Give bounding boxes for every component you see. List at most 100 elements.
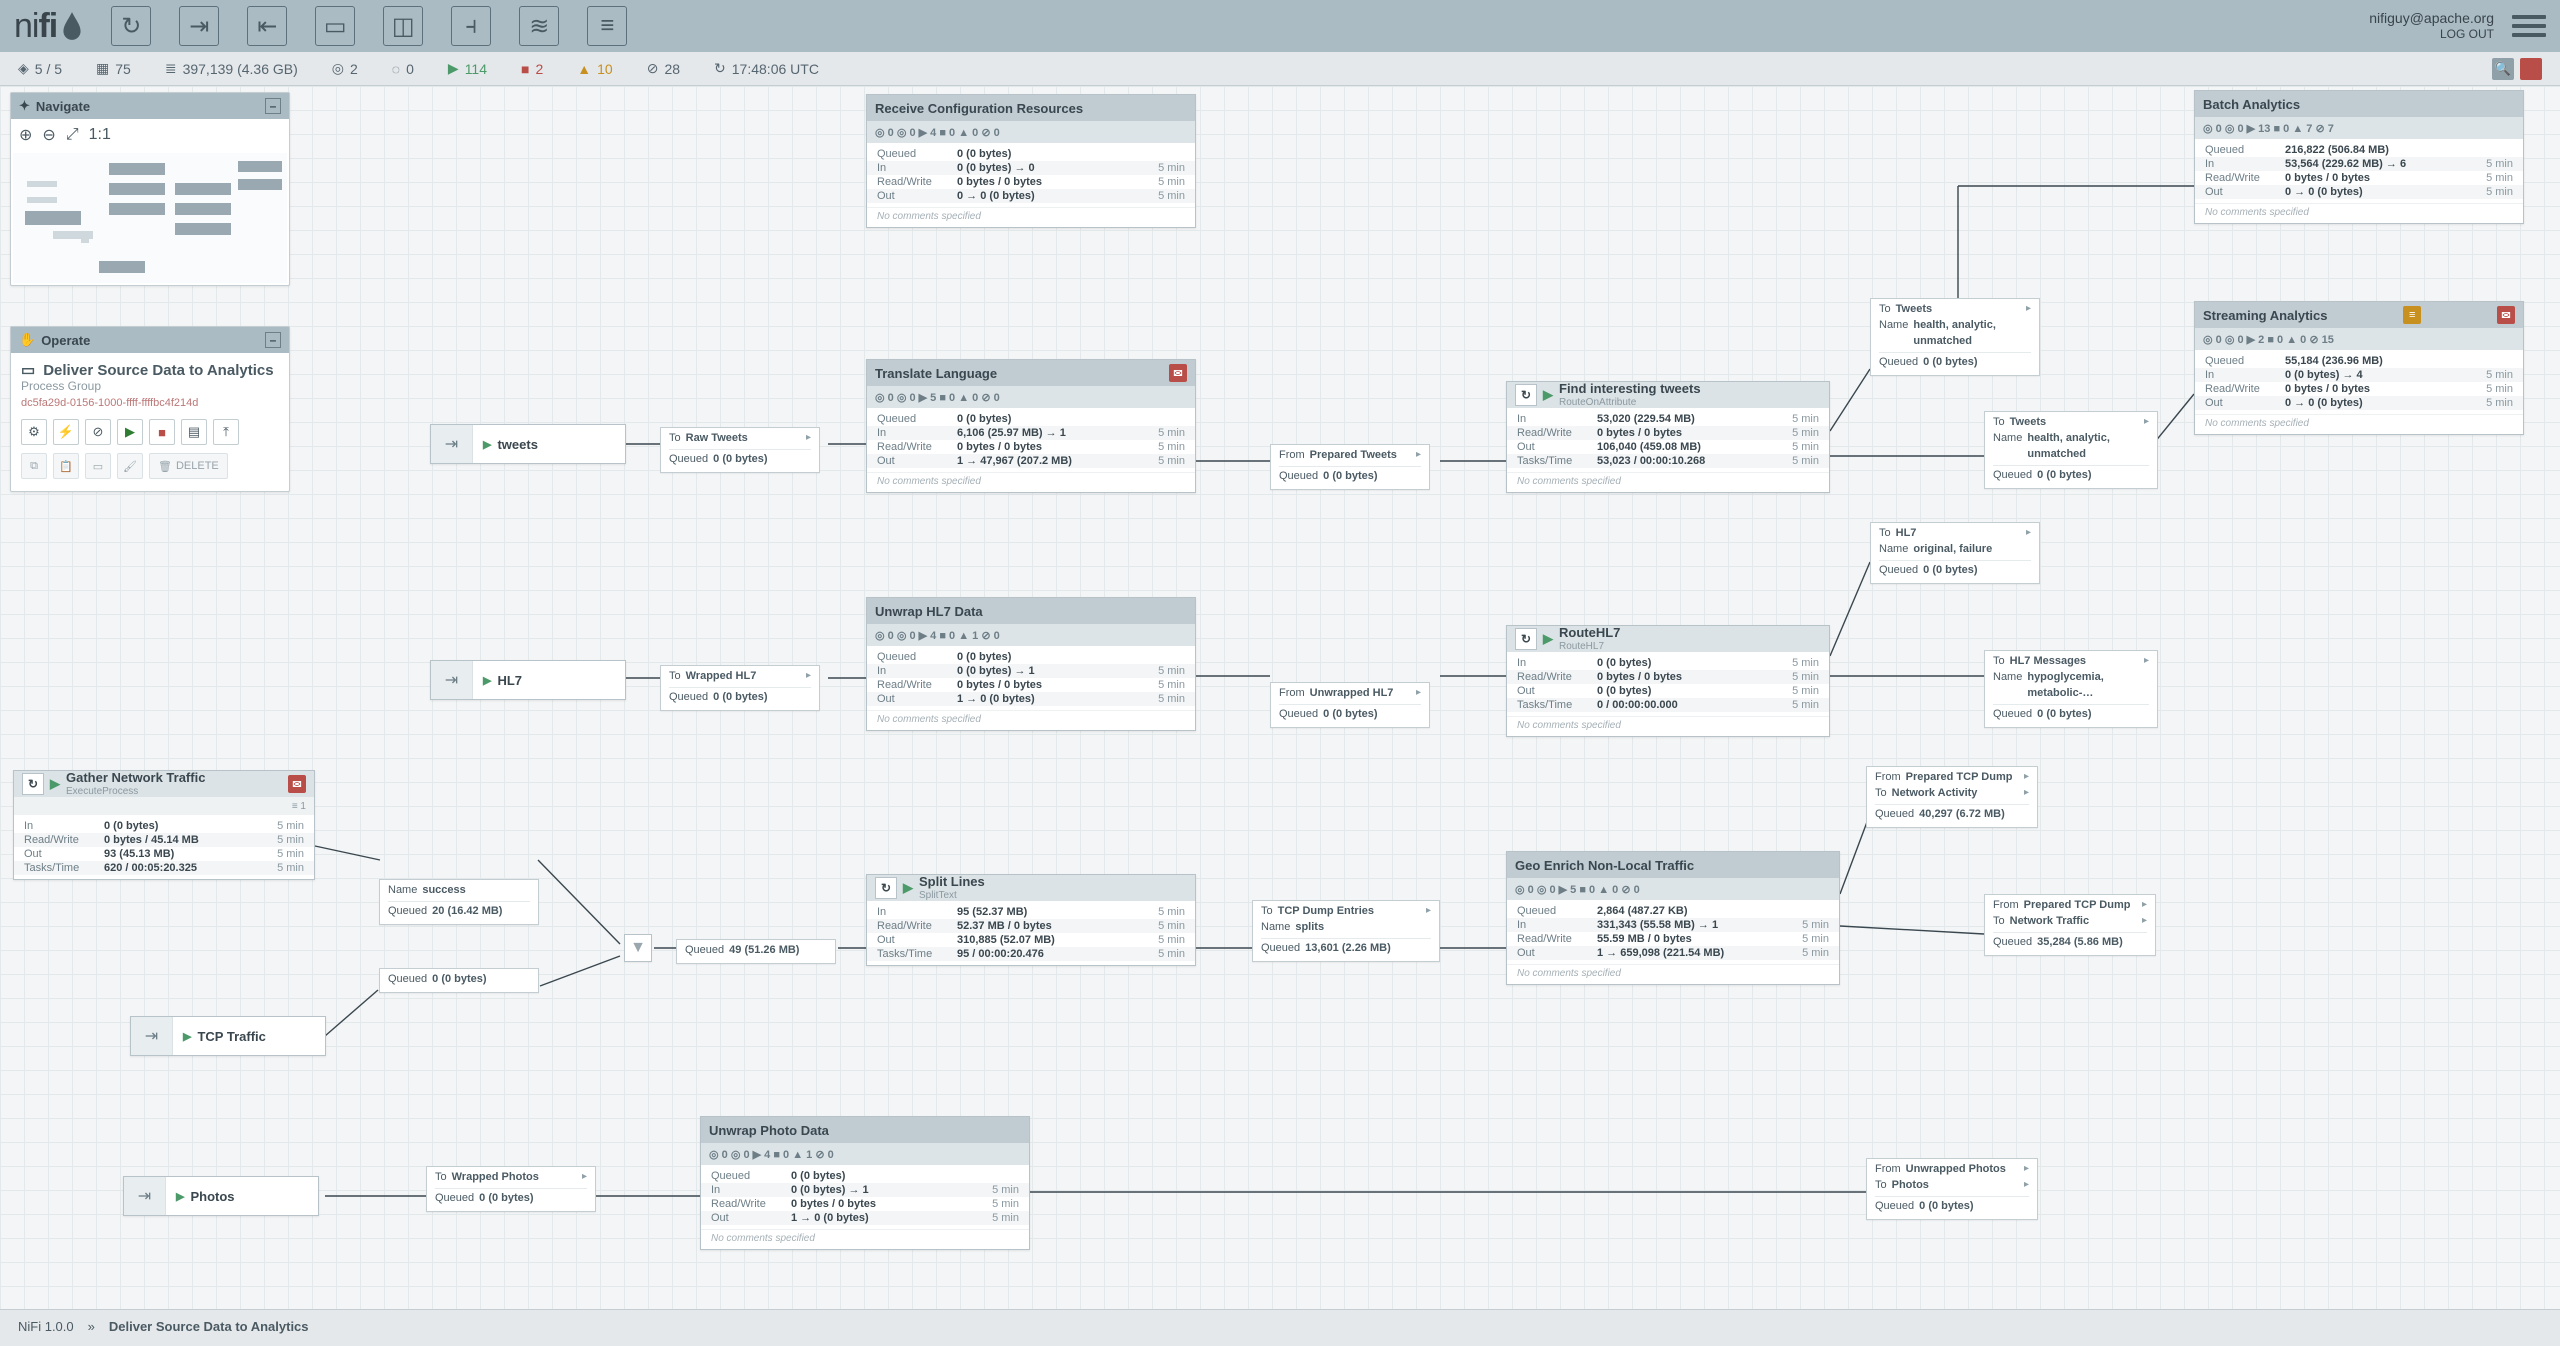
add-input-port-button[interactable]: ⇥ (179, 6, 219, 46)
chevron-right-icon: » (88, 1319, 95, 1334)
queue-tcp-entries[interactable]: To TCP Dump Entries▸ Name splits Queued … (1252, 900, 1440, 962)
group-unwrap-hl7[interactable]: Unwrap HL7 Data ◎ 0 ◎ 0 ▶ 4 ■ 0 ▲ 1 ⊘ 0 … (866, 597, 1196, 731)
collapse-icon[interactable]: – (265, 98, 281, 114)
group-unwrap-photo[interactable]: Unwrap Photo Data ◎ 0 ◎ 0 ▶ 4 ■ 0 ▲ 1 ⊘ … (700, 1116, 1030, 1250)
group-streaming-analytics[interactable]: Streaming Analytics≡✉ ◎ 0 ◎ 0 ▶ 2 ■ 0 ▲ … (2194, 301, 2524, 435)
group-geo-enrich[interactable]: Geo Enrich Non-Local Traffic ◎ 0 ◎ 0 ▶ 5… (1506, 851, 1840, 985)
thread-icon: ≡ 1 (292, 801, 306, 812)
stat-groups: ◈ 5 / 5 (18, 60, 62, 77)
add-group-button[interactable]: ▭ (315, 6, 355, 46)
compass-icon: ✦ (19, 98, 30, 114)
port-tweets[interactable]: ⇥▶tweets (430, 424, 626, 464)
queue-tcp-dump-2[interactable]: From Prepared TCP Dump▸ To Network Activ… (1866, 766, 2038, 828)
node-footer: No comments specified (1507, 472, 1829, 492)
add-funnel-button[interactable]: ⫞ (451, 6, 491, 46)
group-icon: ▭ (21, 361, 35, 379)
stat-processors: ▦ 75 (96, 60, 131, 77)
queue-wrapped-photos[interactable]: To Wrapped Photos▸ Queued 0 (0 bytes) (426, 1166, 596, 1212)
flow-canvas[interactable]: ✦ Navigate – ⊕ ⊖ ⤢ 1:1 ✋Operate– ▭Deliver … (0, 86, 2560, 1309)
operate-uuid: dc5fa29d-0156-1000-ffff-ffffbc4f214d (21, 397, 279, 409)
node-footer: No comments specified (867, 207, 1195, 227)
warning-icon: ≡ (2403, 306, 2421, 324)
processor-split-lines[interactable]: ↻▶ Split Lines SplitText In95 (52.37 MB)… (866, 874, 1196, 966)
queue-success[interactable]: Name success Queued 20 (16.42 MB) (379, 879, 539, 925)
add-output-port-button[interactable]: ⇤ (247, 6, 287, 46)
zoom-fit-icon[interactable]: ⤢ (66, 126, 79, 144)
node-title: Geo Enrich Non-Local Traffic (1515, 858, 1694, 873)
birdseye-map[interactable] (13, 153, 287, 283)
zoom-out-icon[interactable]: ⊖ (42, 125, 55, 145)
port-tcp[interactable]: ⇥▶TCP Traffic (130, 1016, 326, 1056)
queue-hl7[interactable]: To HL7▸ Name original, failure Queued 0 … (1870, 522, 2040, 584)
navigate-title: Navigate (36, 99, 90, 114)
queue-tweets-2[interactable]: To Tweets▸ Name health, analytic, unmatc… (1984, 411, 2158, 489)
add-label-button[interactable]: ≡ (587, 6, 627, 46)
queue-wrapped-hl7[interactable]: To Wrapped HL7▸ Queued 0 (0 bytes) (660, 665, 820, 711)
bulletin-icon: ✉ (288, 775, 306, 793)
queue-funnel-out[interactable]: Queued 49 (51.26 MB) (676, 939, 836, 964)
add-processor-button[interactable]: ↻ (111, 6, 151, 46)
input-port-icon: ⇥ (431, 425, 473, 463)
add-remote-group-button[interactable]: ◫ (383, 6, 423, 46)
main-toolbar: nifi ↻ ⇥ ⇤ ▭ ◫ ⫞ ≋ ≡ nifiguy@apache.org … (0, 0, 2560, 52)
search-icon[interactable]: 🔍 (2492, 58, 2514, 80)
zoom-in-icon[interactable]: ⊕ (19, 125, 32, 145)
port-hl7[interactable]: ⇥▶HL7 (430, 660, 626, 700)
stat-queued: ≣ 397,139 (4.36 GB) (165, 60, 298, 77)
logout-link[interactable]: LOG OUT (2440, 27, 2494, 42)
disable-button[interactable]: ⊘ (85, 419, 111, 445)
hamburger-menu-icon[interactable] (2512, 15, 2546, 37)
group-receive-config[interactable]: Receive Configuration Resources ◎ 0 ◎ 0 … (866, 94, 1196, 228)
current-user: nifiguy@apache.org (2369, 10, 2494, 28)
queue-raw-tweets[interactable]: To Raw Tweets▸ Queued 0 (0 bytes) (660, 427, 820, 473)
queue-tcp-empty[interactable]: Queued 0 (0 bytes) (379, 968, 539, 993)
stop-button[interactable]: ■ (149, 419, 175, 445)
group-translate-language[interactable]: Translate Language✉ ◎ 0 ◎ 0 ▶ 5 ■ 0 ▲ 0 … (866, 359, 1196, 493)
input-port-icon: ⇥ (124, 1177, 166, 1215)
group-batch-analytics[interactable]: Batch Analytics ◎ 0 ◎ 0 ▶ 13 ■ 0 ▲ 7 ⊘ 7… (2194, 90, 2524, 224)
node-status-icons: ◎ 0 ◎ 0 ▶ 4 ■ 0 ▲ 0 ⊘ 0 (867, 121, 1195, 143)
node-footer: No comments specified (2195, 203, 2523, 223)
processor-icon: ↻ (1515, 628, 1537, 650)
breadcrumb-root[interactable]: NiFi 1.0.0 (18, 1319, 74, 1334)
stat-running: ▶ 114 (448, 60, 487, 77)
queue-tcp-dump-3[interactable]: From Prepared TCP Dump▸ To Network Traff… (1984, 894, 2156, 956)
enable-button[interactable]: ⚡ (53, 419, 79, 445)
copy-button[interactable]: ⧉ (21, 453, 47, 479)
port-photos[interactable]: ⇥▶Photos (123, 1176, 319, 1216)
funnel[interactable]: ▼ (624, 934, 652, 962)
delete-button[interactable]: 🗑 DELETE (149, 453, 228, 479)
queue-unwrapped-photos[interactable]: From Unwrapped Photos▸ To Photos▸ Queued… (1866, 1158, 2038, 1220)
start-button[interactable]: ▶ (117, 419, 143, 445)
node-title: Translate Language (875, 366, 997, 381)
processor-icon: ↻ (875, 877, 897, 899)
processor-route-hl7[interactable]: ↻▶ RouteHL7 RouteHL7 In0 (0 bytes)5 min … (1506, 625, 1830, 737)
stat-remote-inactive: ◌ 0 (392, 61, 414, 77)
zoom-actual-icon[interactable]: 1:1 (89, 126, 111, 144)
operate-panel: ✋Operate– ▭Deliver Source Data to Analyt… (10, 326, 290, 492)
color-button[interactable]: 🖌 (117, 453, 143, 479)
breadcrumb: NiFi 1.0.0 » Deliver Source Data to Anal… (0, 1309, 2560, 1343)
queue-tweets-1[interactable]: To Tweets▸ Name health, analytic, unmatc… (1870, 298, 2040, 376)
configure-button[interactable]: ⚙ (21, 419, 47, 445)
processor-find-tweets[interactable]: ↻▶ Find interesting tweets RouteOnAttrib… (1506, 381, 1830, 493)
queue-hl7-messages[interactable]: To HL7 Messages▸ Name hypoglycemia, meta… (1984, 650, 2158, 728)
paste-button[interactable]: 📋 (53, 453, 79, 479)
node-type: SplitText (919, 890, 985, 901)
bulletin-icon[interactable]: ✉ (2520, 58, 2542, 80)
processor-icon: ↻ (1515, 384, 1537, 406)
node-title: Find interesting tweets (1559, 382, 1701, 396)
node-footer: No comments specified (701, 1229, 1029, 1249)
input-port-icon: ⇥ (431, 661, 473, 699)
group-button[interactable]: ▭ (85, 453, 111, 479)
upload-button[interactable]: ⤒ (213, 419, 239, 445)
add-template-button[interactable]: ≋ (519, 6, 559, 46)
node-title: RouteHL7 (1559, 626, 1620, 640)
template-button[interactable]: ▤ (181, 419, 207, 445)
collapse-icon[interactable]: – (265, 332, 281, 348)
node-footer: No comments specified (2195, 414, 2523, 434)
processor-gather-network[interactable]: ↻▶ Gather Network Traffic ExecuteProcess… (13, 770, 315, 880)
queue-prepared-tweets[interactable]: From Prepared Tweets▸ Queued 0 (0 bytes) (1270, 444, 1430, 490)
queue-unwrapped-hl7[interactable]: From Unwrapped HL7▸ Queued 0 (0 bytes) (1270, 682, 1430, 728)
stat-remote-active: ◎ 2 (332, 60, 358, 77)
